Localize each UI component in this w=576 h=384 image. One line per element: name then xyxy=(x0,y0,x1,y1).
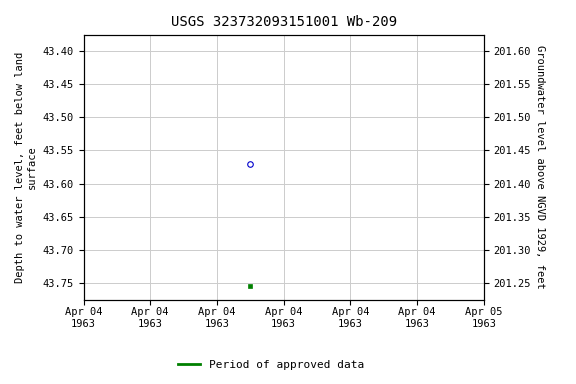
Title: USGS 323732093151001 Wb-209: USGS 323732093151001 Wb-209 xyxy=(170,15,397,29)
Y-axis label: Groundwater level above NGVD 1929, feet: Groundwater level above NGVD 1929, feet xyxy=(535,45,545,289)
Y-axis label: Depth to water level, feet below land
surface: Depth to water level, feet below land su… xyxy=(16,51,37,283)
Legend: Period of approved data: Period of approved data xyxy=(173,356,368,375)
